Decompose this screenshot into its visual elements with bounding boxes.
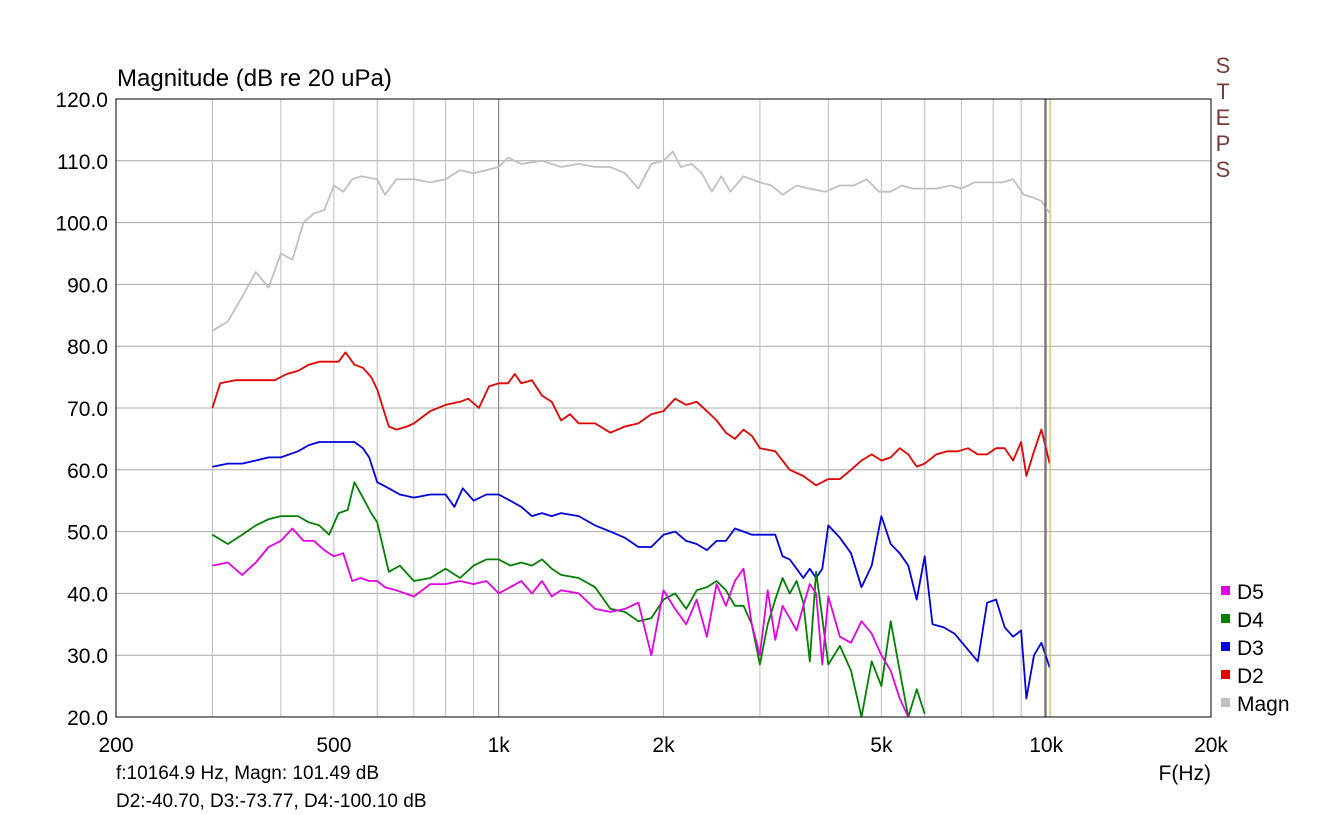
- y-tick-label: 60.0: [67, 460, 108, 483]
- legend-swatch-d2: [1221, 670, 1230, 679]
- x-tick-label: 5k: [870, 734, 893, 757]
- y-tick-label: 40.0: [67, 583, 108, 606]
- series-line-d4: [211, 481, 926, 717]
- plot-frame: [115, 98, 1212, 718]
- series-group: [211, 150, 1051, 717]
- y-axis-ticks: 120.0 110.0 100.0 90.0 80.0 70.0 60.0 50.0 40.0 3…: [55, 89, 108, 730]
- x-tick-label: 500: [316, 734, 351, 757]
- y-tick-label: 90.0: [67, 274, 108, 297]
- legend-label-d3: D3: [1237, 637, 1264, 660]
- x-tick-label: 10k: [1029, 734, 1063, 757]
- x-tick-label: 200: [98, 734, 133, 757]
- y-tick-label: 80.0: [67, 336, 108, 359]
- series-line-d3: [212, 441, 1051, 700]
- y-tick-label: 70.0: [67, 398, 108, 421]
- cursor-markers: [1044, 99, 1051, 717]
- x-axis-label: F(Hz): [1159, 762, 1211, 785]
- legend-label-d2: D2: [1237, 665, 1264, 688]
- y-tick-label: 30.0: [67, 645, 108, 668]
- series-line-d2: [211, 351, 1051, 487]
- legend-swatch-magn: [1221, 698, 1230, 707]
- y-tick-label: 50.0: [67, 522, 108, 545]
- y-tick-label: 110.0: [57, 151, 108, 174]
- series-line-d5: [212, 527, 910, 717]
- cursor-readout-frequency: f:10164.9 Hz, Magn: 101.49 dB: [116, 763, 380, 784]
- legend-label-d5: D5: [1237, 581, 1264, 604]
- legend-label-magn: Magn: [1237, 693, 1290, 716]
- legend-label-d4: D4: [1237, 609, 1264, 632]
- steps-label: STEPS: [1211, 53, 1236, 183]
- legend-swatch-d5: [1221, 586, 1230, 595]
- series-line-magn: [211, 150, 1051, 332]
- x-tick-label: 2k: [652, 734, 675, 757]
- x-tick-label: 1k: [488, 734, 511, 757]
- legend-swatch-d4: [1221, 614, 1230, 623]
- x-axis-ticks: 200 500 1k 2k 5k 10k 20k: [98, 734, 1228, 757]
- chart-title: Magnitude (dB re 20 uPa): [117, 65, 392, 92]
- grid: [116, 98, 1211, 718]
- cursor-readout-distortion: D2:-40.70, D3:-73.77, D4:-100.10 dB: [116, 791, 427, 812]
- y-tick-label: 100.0: [55, 213, 108, 236]
- x-tick-label: 20k: [1194, 734, 1228, 757]
- steps-text: STEPS: [1211, 53, 1236, 183]
- legend-swatch-d3: [1221, 642, 1230, 651]
- legend: D5 D4 D3 D2 Magn: [1221, 581, 1290, 716]
- y-tick-label: 120.0: [55, 89, 108, 112]
- y-tick-label: 20.0: [67, 707, 108, 730]
